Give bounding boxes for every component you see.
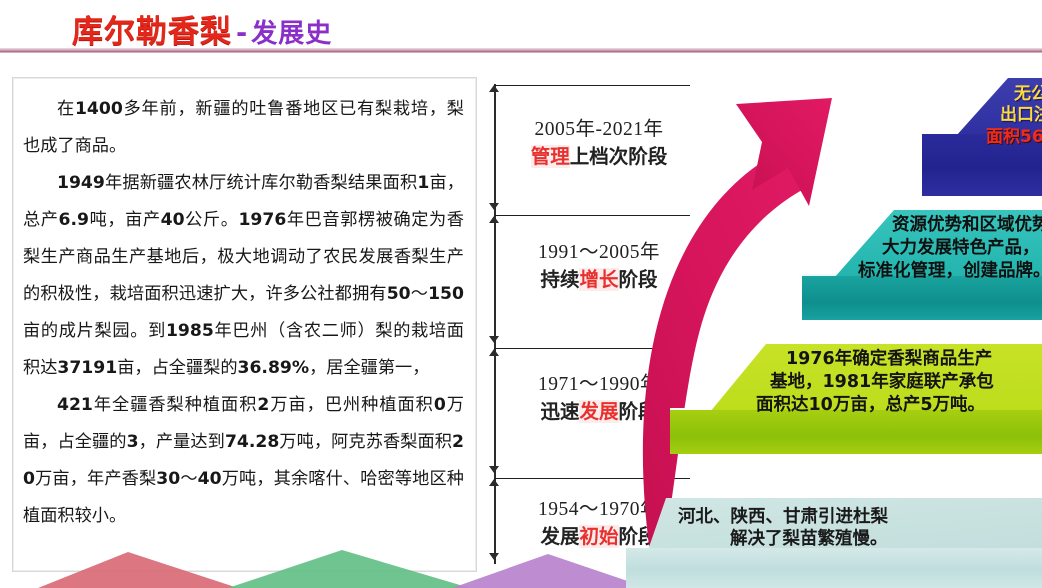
step-bottom-riser: [626, 548, 1042, 588]
step-teal-line-2: 大力发展特色产品，: [882, 237, 1040, 260]
step-lime-line-1: 1976年确定香梨商品生产: [786, 348, 992, 371]
step-teal-line-3: 标准化管理，创建品牌。: [858, 260, 1042, 283]
step-lime-line-2: 基地，1981年家庭联产承包: [770, 371, 994, 394]
timeline-arrow-up-1: [489, 216, 499, 223]
step-blue-line-2: 出口注册、生态健康果: [1000, 104, 1042, 127]
page-title-sub: 发展史: [251, 19, 332, 49]
slide-canvas: 库尔勒香梨 - 发展史 在1400多年前，新疆的吐鲁番地区已有梨栽培，梨也成了商品。…: [0, 0, 1042, 588]
page-title: 库尔勒香梨 - 发展史: [72, 6, 332, 51]
timeline-arrow-down-0: [489, 203, 499, 210]
step-bottom-line-1: 河北、陕西、甘肃引进杜梨: [678, 506, 888, 529]
stair-step-bottom: 河北、陕西、甘肃引进杜梨 解决了梨苗繁殖慢。: [626, 492, 1042, 588]
peak-red: [38, 552, 238, 588]
page-title-main: 库尔勒香梨: [72, 14, 232, 50]
history-text-panel: 在1400多年前，新疆的吐鲁番地区已有梨栽培，梨也成了商品。 1949年据新疆农…: [12, 77, 477, 572]
timeline-arrow-up-3: [489, 479, 499, 486]
slide-header: 库尔勒香梨 - 发展史: [0, 0, 1042, 57]
timeline-arrow-up-0: [489, 85, 499, 92]
paragraph-1: 在1400多年前，新疆的吐鲁番地区已有梨栽培，梨也成了商品。: [13, 78, 476, 165]
peak-purple: [452, 554, 648, 588]
page-title-dash: -: [232, 18, 251, 49]
header-divider: [0, 48, 1042, 53]
stair-step-blue: 无公害、绿色、有机 出口注册、生态健康果 面积56万亩，总产51万吨: [830, 78, 1042, 202]
timeline-arrow-up-2: [489, 349, 499, 356]
step-blue-line-1: 无公害、绿色、有机: [1014, 83, 1042, 106]
step-blue-line-3: 面积56万亩，总产51万吨: [986, 126, 1042, 149]
timeline-arrow-down-2: [489, 466, 499, 473]
timeline-axis: [494, 84, 496, 564]
step-bottom-line-2: 解决了梨苗繁殖慢。: [730, 528, 888, 551]
timeline-phase-keyword-0: 管理: [531, 145, 570, 168]
paragraph-3: 421年全疆香梨种植面积2万亩，巴州种植面积0万亩，占全疆的3，…: [13, 387, 476, 535]
stair-step-lime: 1976年确定香梨商品生产 基地，1981年家庭联产承包 面积达10万亩，总产5…: [670, 344, 1042, 460]
peak-green: [228, 550, 470, 588]
timeline-arrow-down-1: [489, 336, 499, 343]
stair-step-teal: 资源优势和区域优势 大力发展特色产品， 标准化管理，创建品牌。: [750, 210, 1042, 326]
paragraph-2: 1949年据新疆农林厅统计库尔勒香梨结果面积1亩，总产6.9吨，亩产40公斤…: [13, 165, 476, 387]
step-teal-line-1: 资源优势和区域优势: [892, 214, 1042, 237]
step-lime-line-3: 面积达10万亩，总产5万吨。: [756, 394, 985, 417]
